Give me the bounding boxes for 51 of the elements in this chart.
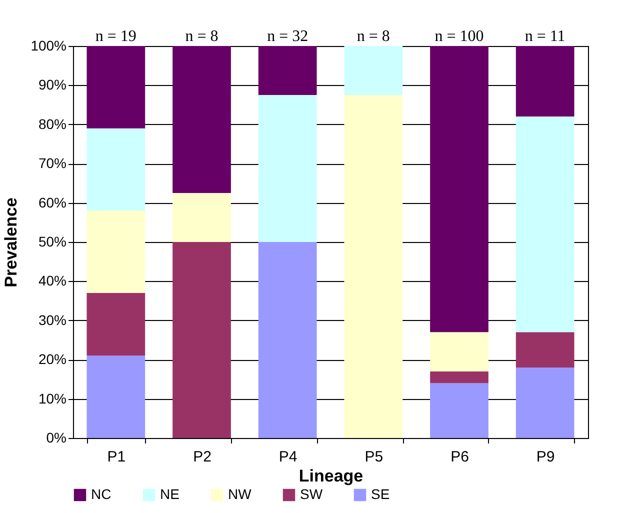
y-axis-title: Prevalence [2, 198, 21, 288]
y-tick-label: 30% [38, 312, 66, 328]
bar [172, 242, 231, 438]
annotation: n = 32 [267, 28, 308, 45]
y-tick-label: 60% [38, 194, 66, 210]
legend-label: NW [228, 486, 252, 502]
bar [258, 46, 317, 95]
annotation: n = 11 [524, 28, 566, 45]
annotation: n = 8 [185, 28, 218, 45]
y-tick-label: 100% [30, 38, 66, 54]
y-tick-label: 10% [38, 390, 66, 406]
bar [516, 332, 574, 368]
y-tick-label: 20% [38, 351, 66, 368]
bar [516, 367, 574, 438]
x-tick-label: P1 [107, 448, 126, 466]
x-tick-label: P9 [536, 448, 555, 466]
bar [86, 210, 146, 293]
legend-label: SE [371, 486, 390, 502]
bar [430, 332, 488, 372]
bar [516, 116, 574, 332]
x-axis-title: Lineage [298, 466, 364, 486]
y-tick-label: 70% [38, 155, 66, 172]
legend-label: NC [91, 486, 112, 502]
bar [258, 95, 317, 242]
bar [172, 193, 231, 242]
y-tick-label: 80% [38, 116, 66, 132]
bar [516, 46, 574, 117]
annotation: n = 8 [356, 28, 390, 45]
bar [86, 128, 146, 211]
y-tick-label: 40% [38, 272, 66, 289]
x-tick-label: P5 [364, 448, 384, 466]
legend-label: NE [160, 486, 180, 502]
y-tick-label: 0% [46, 430, 66, 446]
x-tick-label: P2 [193, 448, 212, 466]
y-tick-label: 50% [38, 234, 66, 250]
bar [172, 46, 231, 193]
legend-label: SW [300, 486, 324, 502]
bar [344, 95, 403, 438]
bar [86, 292, 146, 356]
annotation: n = 100 [434, 28, 484, 45]
x-tick-label: P6 [450, 448, 469, 466]
bar [86, 46, 146, 128]
bar [430, 46, 488, 332]
y-tick-label: 90% [38, 76, 66, 93]
bar [344, 46, 403, 95]
bar [258, 242, 317, 438]
bar [86, 356, 146, 438]
annotation: n = 19 [95, 28, 136, 45]
x-tick-label: P4 [278, 448, 298, 466]
bar [430, 383, 488, 438]
bar [430, 371, 488, 384]
